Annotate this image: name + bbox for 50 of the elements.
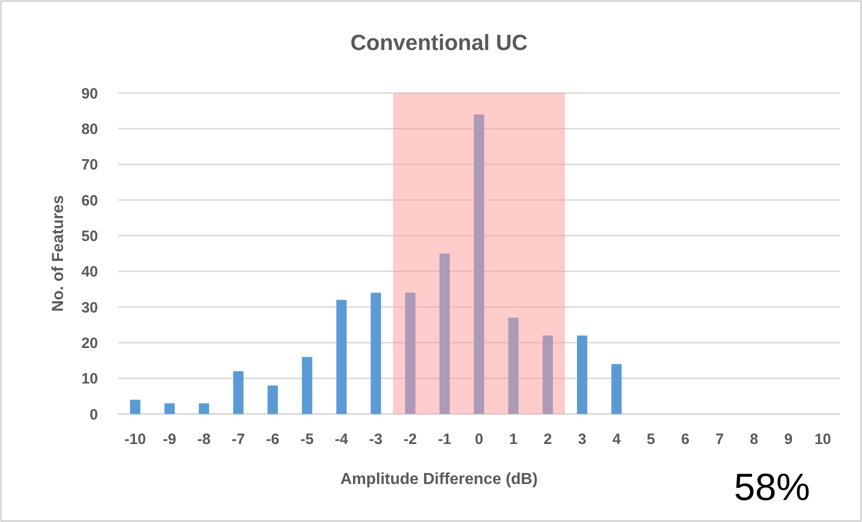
y-tick-label: 90 xyxy=(81,85,98,102)
x-tick-label: -2 xyxy=(404,431,417,448)
y-axis-title: No. of Features xyxy=(50,195,67,312)
x-tick-label: 7 xyxy=(715,431,724,448)
bar xyxy=(164,403,175,414)
y-tick-label: 70 xyxy=(81,156,98,174)
y-tick-label: 80 xyxy=(81,120,98,138)
y-tick-label: 50 xyxy=(81,228,98,245)
y-tick-label: 10 xyxy=(81,370,98,388)
x-tick-label: -4 xyxy=(334,431,349,448)
y-tick-label: 30 xyxy=(81,299,98,316)
bar xyxy=(130,400,140,414)
bar xyxy=(474,114,484,414)
x-tick-label: 5 xyxy=(646,431,656,448)
bar xyxy=(233,371,244,414)
x-tick-label: 9 xyxy=(784,431,793,448)
bar xyxy=(542,336,553,414)
bar xyxy=(439,254,450,414)
x-tick-label: 10 xyxy=(814,431,832,448)
y-tick-label: 20 xyxy=(81,334,98,352)
y-tick-label: 0 xyxy=(90,406,98,424)
y-tick-label: 60 xyxy=(81,192,98,210)
x-tick-label: 2 xyxy=(544,431,552,448)
x-tick-label: 6 xyxy=(681,431,690,448)
y-tick-label: 40 xyxy=(81,264,98,281)
bar xyxy=(508,318,519,414)
bar xyxy=(198,403,210,414)
x-tick-label: -1 xyxy=(438,431,452,448)
bar xyxy=(336,300,347,414)
x-tick-label: -9 xyxy=(162,431,176,448)
x-tick-label: -5 xyxy=(300,431,314,448)
x-tick-label: 0 xyxy=(474,431,484,448)
x-axis-title: Amplitude Difference (dB) xyxy=(340,471,538,488)
bar xyxy=(302,356,312,414)
x-tick-label: -3 xyxy=(369,431,383,448)
x-tick-label: -7 xyxy=(232,431,246,448)
bar xyxy=(611,364,622,414)
bar xyxy=(370,292,382,414)
x-tick-label: 8 xyxy=(750,431,758,448)
bar xyxy=(268,385,278,414)
x-tick-label: 1 xyxy=(509,431,518,448)
x-tick-label: -6 xyxy=(266,431,280,448)
x-tick-label: 4 xyxy=(612,431,622,448)
x-tick-label: 3 xyxy=(578,431,586,448)
bar xyxy=(576,336,588,414)
bar xyxy=(405,292,416,414)
text: 58% xyxy=(734,467,810,509)
chart-title: Conventional UC xyxy=(350,30,528,55)
x-tick-label: -10 xyxy=(124,431,146,448)
x-tick-label: -8 xyxy=(197,431,211,448)
